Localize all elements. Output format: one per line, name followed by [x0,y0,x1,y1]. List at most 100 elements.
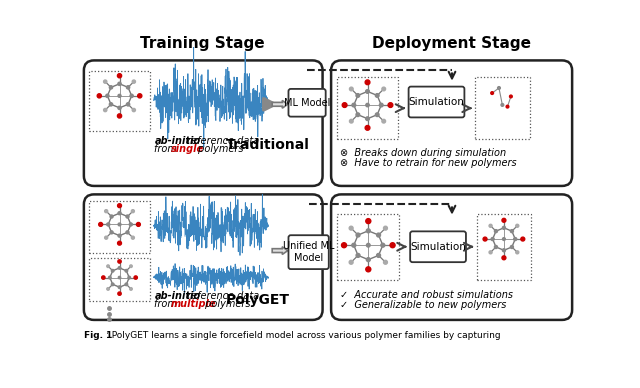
Circle shape [132,108,136,112]
Text: ab-initio: ab-initio [154,136,200,146]
Circle shape [109,86,113,89]
FancyBboxPatch shape [408,87,465,118]
Circle shape [134,276,138,279]
Circle shape [365,90,369,93]
Text: Simulation: Simulation [408,97,465,107]
Circle shape [349,87,353,91]
Circle shape [107,223,110,226]
Text: reference data: reference data [184,291,259,301]
Text: reference data: reference data [184,136,259,146]
Circle shape [349,260,353,264]
Text: ML Model: ML Model [284,98,330,108]
Circle shape [130,265,132,267]
FancyBboxPatch shape [84,194,323,320]
Text: polymers: polymers [195,144,243,154]
Circle shape [390,243,395,248]
Circle shape [367,243,370,247]
Text: single: single [171,144,204,154]
Circle shape [104,80,107,83]
Text: Fig. 1: Fig. 1 [84,331,112,340]
Circle shape [342,243,346,248]
Circle shape [118,212,121,215]
Circle shape [365,125,370,130]
Text: ✓  Accurate and robust simulations: ✓ Accurate and robust simulations [340,290,513,300]
Text: ✓  Generalizable to new polymers: ✓ Generalizable to new polymers [340,300,506,310]
Circle shape [356,94,360,97]
Text: from: from [154,299,180,309]
Circle shape [97,94,101,98]
Circle shape [502,238,506,241]
Circle shape [118,223,121,226]
Circle shape [126,215,129,218]
Bar [337,215,399,280]
Circle shape [491,237,494,241]
Text: Simulation: Simulation [410,242,466,252]
Circle shape [365,80,370,85]
Circle shape [383,226,387,230]
Circle shape [388,103,393,107]
Circle shape [366,258,371,262]
Circle shape [118,204,122,208]
Circle shape [498,87,500,89]
Circle shape [516,251,519,254]
Circle shape [495,246,497,248]
Circle shape [109,276,111,279]
Text: Deployment Stage: Deployment Stage [372,36,531,51]
Text: multiple: multiple [171,299,216,309]
Bar [477,215,531,280]
Bar [476,77,529,139]
Circle shape [352,243,356,247]
FancyBboxPatch shape [331,194,572,320]
Circle shape [383,260,387,264]
Circle shape [501,104,504,106]
FancyBboxPatch shape [84,61,323,186]
FancyBboxPatch shape [289,235,329,269]
Circle shape [382,120,385,123]
Circle shape [502,249,506,252]
Circle shape [109,103,113,106]
Circle shape [365,117,369,121]
Circle shape [117,114,122,118]
Circle shape [128,276,131,279]
Circle shape [495,230,497,233]
Circle shape [130,94,133,97]
Circle shape [489,224,492,227]
Text: ⊗  Breaks down during simulation: ⊗ Breaks down during simulation [340,148,506,158]
Text: ab-initio: ab-initio [154,291,200,301]
Circle shape [356,233,360,237]
Text: polymers: polymers [202,299,251,309]
Circle shape [117,74,122,78]
Circle shape [382,87,385,91]
Circle shape [132,80,136,83]
Text: : PolyGET learns a single forcefield model across various polymer families by ca: : PolyGET learns a single forcefield mod… [106,331,501,340]
Circle shape [506,105,509,108]
Circle shape [110,215,113,218]
Circle shape [102,276,105,279]
Circle shape [125,283,127,286]
Circle shape [489,251,492,254]
Circle shape [118,286,121,288]
Circle shape [131,236,134,239]
Circle shape [366,267,371,272]
Circle shape [118,234,121,237]
Circle shape [138,94,142,98]
Circle shape [380,103,383,107]
Circle shape [521,237,525,241]
Circle shape [376,253,381,257]
Bar [90,201,150,253]
Polygon shape [272,247,288,255]
Circle shape [125,270,127,272]
Circle shape [106,94,109,97]
FancyBboxPatch shape [410,231,466,262]
Circle shape [118,94,121,97]
Circle shape [118,106,121,109]
Circle shape [127,86,130,89]
Circle shape [104,108,107,112]
Circle shape [376,233,381,237]
Text: PolyGET: PolyGET [226,293,290,307]
Circle shape [376,94,379,97]
Circle shape [118,276,121,279]
Circle shape [510,246,513,248]
Circle shape [381,243,385,247]
Circle shape [514,237,516,241]
